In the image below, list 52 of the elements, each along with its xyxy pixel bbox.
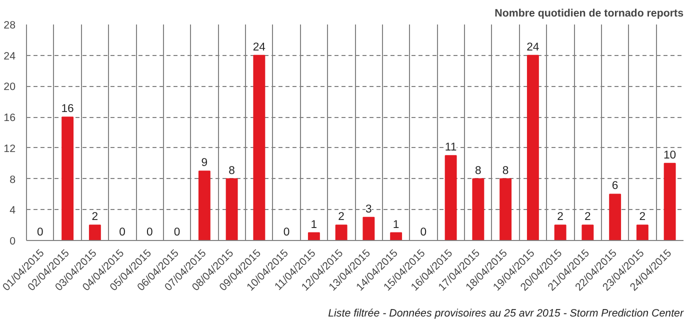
data-label: 1 [392,218,400,231]
data-label: 8 [475,164,482,177]
y-tick-label: 12 [4,142,16,155]
bar [362,216,375,240]
data-label: 0 [283,226,290,238]
data-label: 6 [612,180,618,192]
bar [253,54,266,240]
bar [335,224,348,240]
bar [664,162,676,240]
data-label: 24 [526,41,540,54]
data-label: 8 [228,164,235,177]
y-tick-label: 4 [10,204,16,217]
data-label: 24 [252,41,266,54]
y-tick-label: 20 [4,81,16,94]
bar [62,116,74,240]
data-label: 0 [174,226,180,238]
data-label: 16 [61,103,74,116]
data-label: 0 [420,226,427,238]
y-tick-label: 24 [4,50,16,62]
y-tick-label: 8 [10,174,16,186]
data-label: 2 [92,211,98,224]
data-label: 10 [664,149,676,162]
data-label: 1 [310,218,318,231]
bar [500,178,512,240]
bar [472,178,484,240]
chart-title: Nombre quotidien de tornado reports [494,8,684,20]
bar [609,194,622,240]
bar [582,224,594,240]
data-label: 9 [201,157,208,170]
text: Liste filtrée - Données provisoires au 25 avr 2015 - Storm Prediction Center [328,308,684,320]
data-label: 0 [37,226,44,238]
y-tick-label: 28 [4,20,16,32]
bar [226,178,238,240]
data-label: 0 [119,226,126,238]
data-label: 11 [444,142,457,154]
data-label: 0 [146,226,153,238]
data-label: 2 [557,211,564,224]
bar [636,224,648,240]
bar [88,224,101,240]
bar [308,232,320,240]
data-label: 2 [338,211,344,224]
data-label: 8 [502,164,509,177]
data-label: 2 [584,211,591,224]
bar [526,54,539,240]
bar [444,155,457,240]
bar [198,170,210,240]
data-label: 3 [366,203,372,216]
y-tick-label: 0 [10,236,16,248]
data-label: 2 [639,211,646,224]
bar [554,224,566,240]
y-tick-label: 16 [4,112,16,124]
bar [390,232,402,240]
